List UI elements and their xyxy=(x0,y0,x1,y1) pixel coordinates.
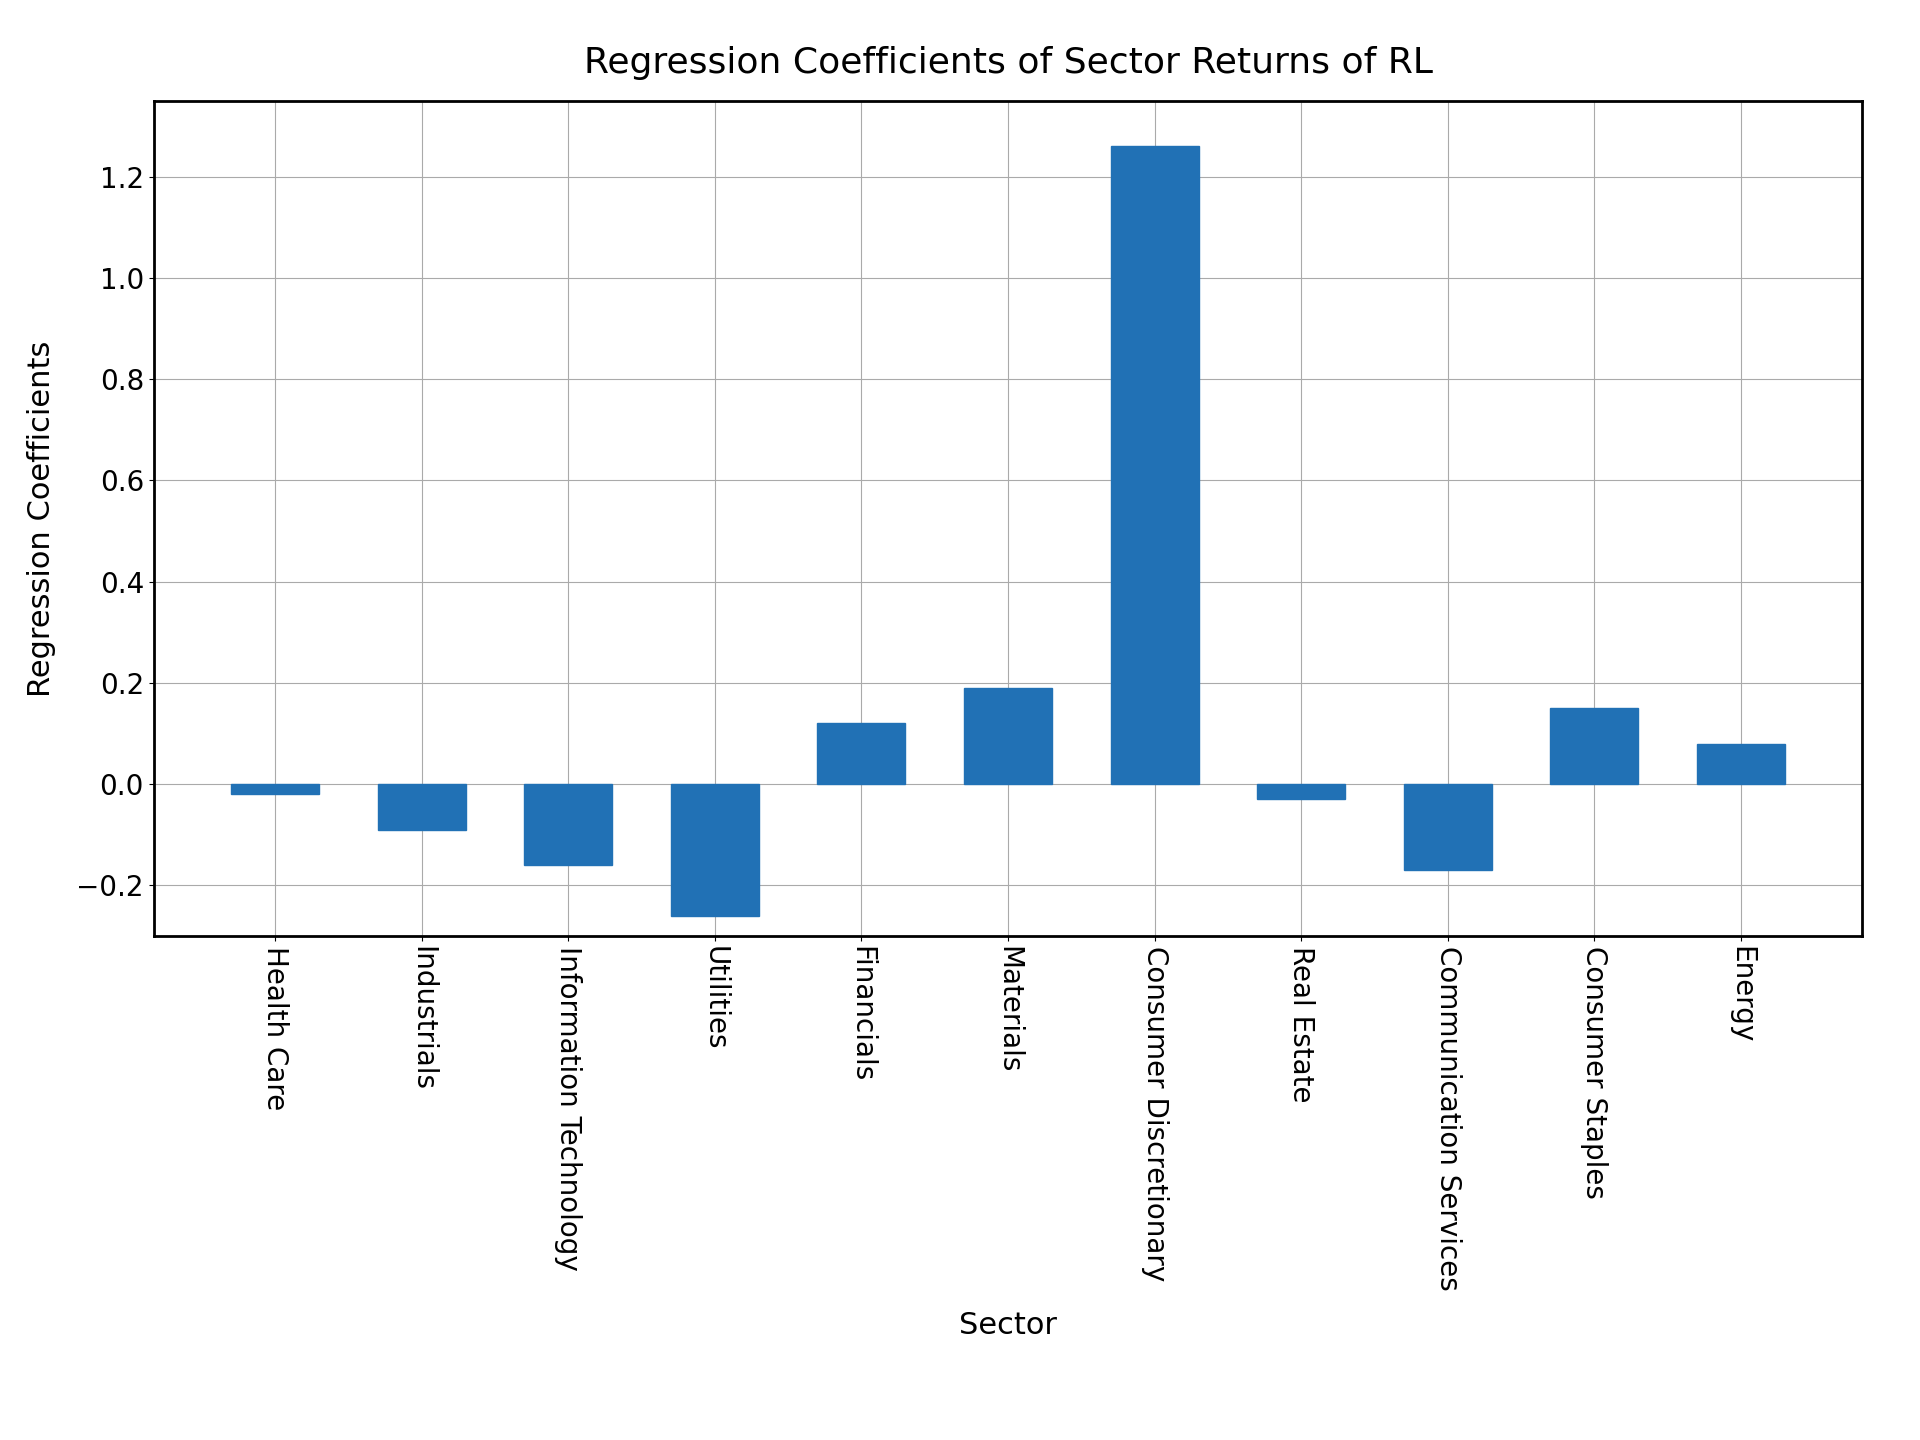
Bar xyxy=(230,785,319,795)
Bar xyxy=(1110,147,1198,785)
Bar xyxy=(818,723,906,785)
Bar xyxy=(964,688,1052,785)
Y-axis label: Regression Coefficients: Regression Coefficients xyxy=(27,340,56,697)
Bar xyxy=(524,785,612,865)
Bar xyxy=(1258,785,1346,799)
Bar xyxy=(670,785,758,916)
Title: Regression Coefficients of Sector Returns of RL: Regression Coefficients of Sector Return… xyxy=(584,46,1432,81)
Bar xyxy=(1697,743,1786,785)
X-axis label: Sector: Sector xyxy=(958,1312,1058,1341)
Bar xyxy=(378,785,467,829)
Bar xyxy=(1549,708,1638,785)
Bar xyxy=(1404,785,1492,870)
